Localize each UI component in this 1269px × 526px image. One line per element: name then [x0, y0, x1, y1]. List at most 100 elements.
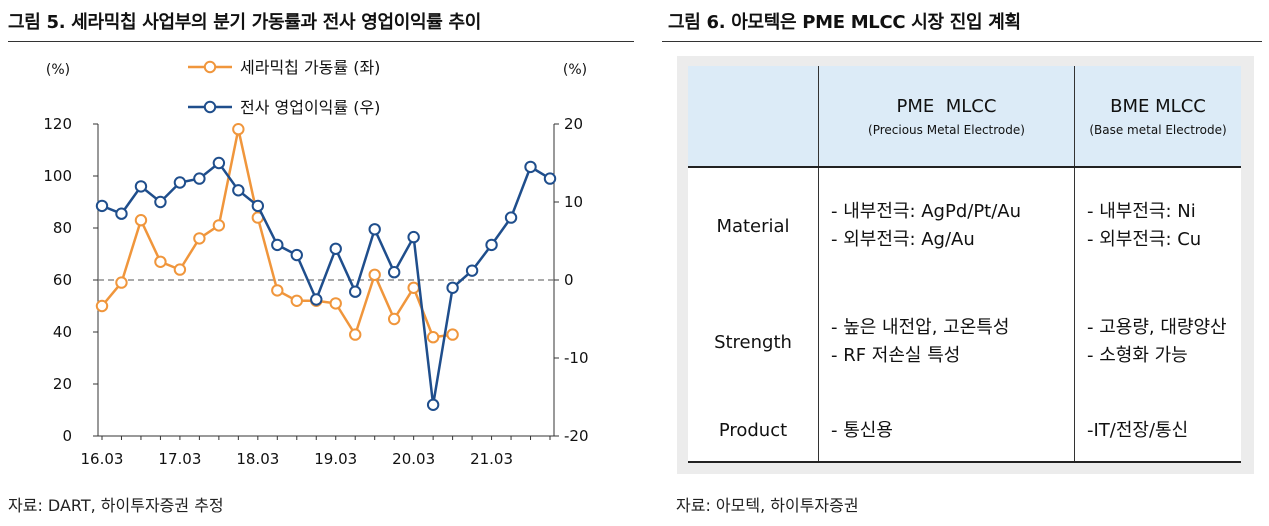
- data-point-op-margin: [387, 266, 401, 279]
- data-point-op-margin: [251, 199, 265, 213]
- strength-bme-line: - 고용량, 대량양산: [1087, 317, 1227, 339]
- left-tick-label: 100: [43, 167, 72, 185]
- data-point-op-margin: [426, 398, 440, 411]
- right-source-note: 자료: 아모텍, 하이투자증권: [676, 496, 859, 515]
- left-tick-label: 60: [53, 271, 72, 289]
- material-pme-cell: - 내부전극: AgPd/Pt/Au - 외부전극: Ag/Au: [818, 167, 1075, 285]
- series-line-utilization: [101, 128, 453, 339]
- data-point-utilization: [115, 276, 128, 289]
- data-point-op-margin: [485, 238, 498, 252]
- data-point-op-margin: [173, 176, 187, 189]
- right-tick-label: 0: [564, 271, 574, 289]
- strength-bme-cell: - 고용량, 대량양산 - 소형화 가능: [1074, 284, 1241, 401]
- material-bme-line: - 내부전극: Ni: [1087, 201, 1196, 223]
- data-point-op-margin: [524, 160, 537, 174]
- material-pme-line: - 내부전극: AgPd/Pt/Au: [831, 201, 1022, 223]
- material-pme-line: - 외부전극: Ag/Au: [831, 229, 975, 251]
- right-tick-label: 10: [564, 193, 583, 211]
- right-figure-title: 그림 6. 아모텍은 PME MLCC 시장 진입 계획: [668, 12, 1021, 33]
- data-point-utilization: [232, 123, 245, 136]
- row-label-material: Material: [716, 215, 790, 237]
- data-point-utilization: [387, 312, 401, 326]
- table-row-material: Material - 내부전극: AgPd/Pt/Au - 외부전극: Ag/A…: [688, 167, 1241, 285]
- product-pme-cell: - 통신용: [818, 400, 1075, 462]
- legend-label: 전사 영업이익률 (우): [240, 98, 380, 117]
- left-tick-label: 120: [43, 115, 72, 133]
- left-tick-label: 80: [53, 219, 72, 237]
- data-point-op-margin: [193, 172, 206, 185]
- data-point-utilization: [154, 255, 167, 269]
- data-point-utilization: [173, 263, 187, 276]
- left-source-note: 자료: DART, 하이투자증권 추정: [8, 496, 224, 515]
- header-blank-cell: [688, 66, 819, 168]
- data-point-op-margin: [329, 242, 342, 256]
- right-axis-unit: (%): [563, 62, 587, 78]
- header-bme-sub: (Base metal Electrode): [1089, 122, 1227, 137]
- strength-bme-line: - 소형화 가능: [1087, 345, 1188, 367]
- product-bme-line: -IT/전장/통신: [1087, 419, 1189, 441]
- data-point-utilization: [95, 299, 109, 313]
- header-pme-sub: (Precious Metal Electrode): [868, 122, 1025, 137]
- data-point-op-margin: [95, 199, 109, 213]
- data-point-op-margin: [310, 293, 323, 306]
- table-row-product: Product - 통신용 -IT/전장/통신: [688, 400, 1241, 462]
- left-tick-label: 20: [53, 375, 72, 393]
- x-tick-label: 21.03: [470, 450, 513, 468]
- mlcc-comparison-table: PME MLCC (Precious Metal Electrode) BME …: [688, 66, 1241, 463]
- table-header-row: PME MLCC (Precious Metal Electrode) BME …: [688, 66, 1241, 168]
- left-axis-unit: (%): [46, 62, 70, 78]
- table-row-strength: Strength - 높은 내전압, 고온특성 - RF 저손실 특성 - 고용…: [688, 284, 1241, 401]
- strength-pme-cell: - 높은 내전압, 고온특성 - RF 저손실 특성: [818, 284, 1075, 401]
- product-pme-line: - 통신용: [831, 419, 893, 441]
- data-point-op-margin: [368, 223, 381, 236]
- strength-pme-line: - 높은 내전압, 고온특성: [831, 317, 1010, 339]
- data-point-op-margin: [543, 172, 557, 185]
- left-tick-label: 0: [62, 427, 72, 445]
- data-point-op-margin: [134, 180, 148, 193]
- header-bme-name: BME MLCC: [1110, 95, 1206, 117]
- header-bme: BME MLCC (Base metal Electrode): [1074, 66, 1241, 168]
- data-point-utilization: [407, 281, 420, 295]
- legend-marker: [203, 60, 217, 74]
- data-point-op-margin: [271, 238, 284, 252]
- x-tick-label: 18.03: [236, 450, 279, 468]
- data-point-utilization: [271, 284, 284, 297]
- data-point-op-margin: [465, 264, 479, 277]
- x-tick-label: 16.03: [81, 450, 124, 468]
- data-point-op-margin: [232, 184, 245, 197]
- data-point-op-margin: [446, 281, 459, 295]
- data-point-op-margin: [212, 156, 226, 170]
- x-tick-label: 19.03: [314, 450, 357, 468]
- left-figure-title: 그림 5. 세라믹칩 사업부의 분기 가동률과 전사 영업이익률 추이: [8, 12, 481, 33]
- data-point-op-margin: [407, 230, 420, 244]
- data-point-op-margin: [504, 211, 518, 224]
- material-bme-cell: - 내부전극: Ni - 외부전극: Cu: [1074, 167, 1241, 285]
- data-point-utilization: [290, 294, 303, 307]
- data-point-utilization: [193, 232, 206, 245]
- right-title-rule: [662, 41, 1262, 42]
- data-point-utilization: [426, 331, 440, 344]
- x-tick-label: 20.03: [392, 450, 435, 468]
- left-title-rule: [8, 41, 634, 42]
- data-point-utilization: [446, 328, 459, 341]
- data-point-op-margin: [154, 195, 167, 209]
- data-point-op-margin: [115, 207, 128, 220]
- line-chart: 0 20 40 60 80 100 120 -20 -10 0 10 20 (%) (%) 16.03 17.…: [43, 58, 589, 468]
- header-pme-name: PME MLCC: [896, 95, 997, 117]
- row-label-product: Product: [718, 420, 788, 442]
- product-bme-cell: -IT/전장/통신: [1074, 400, 1241, 462]
- header-pme: PME MLCC (Precious Metal Electrode): [818, 66, 1075, 168]
- row-label-strength: Strength: [714, 331, 792, 353]
- legend-label: 세라믹칩 가동률 (좌): [240, 58, 380, 77]
- data-point-utilization: [368, 268, 381, 282]
- right-tick-label: -20: [564, 427, 589, 445]
- left-tick-label: 40: [53, 323, 72, 341]
- data-point-op-margin: [290, 248, 303, 262]
- data-point-utilization: [134, 214, 148, 227]
- data-point-op-margin: [349, 285, 362, 298]
- right-tick-label: 20: [564, 115, 583, 133]
- legend-marker: [203, 100, 217, 114]
- right-tick-label: -10: [564, 349, 589, 367]
- material-bme-line: - 외부전극: Cu: [1087, 229, 1202, 251]
- data-point-utilization: [329, 297, 342, 310]
